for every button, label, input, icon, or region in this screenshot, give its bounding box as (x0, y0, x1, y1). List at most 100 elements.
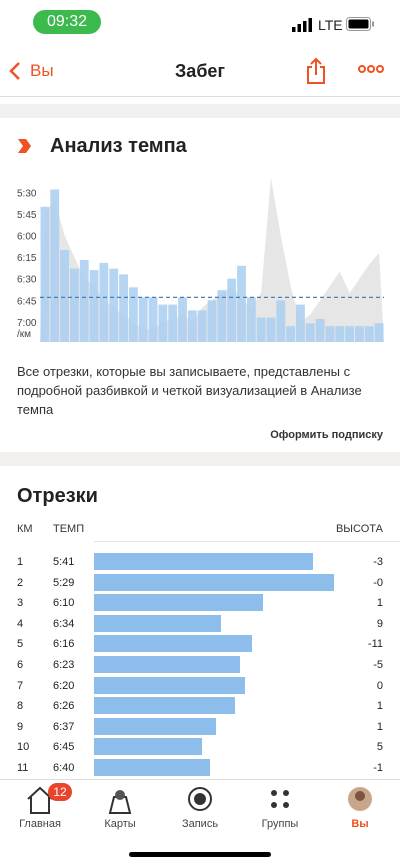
split-elevation: 9 (376, 617, 383, 630)
status-time: 09:32 (46, 13, 88, 30)
pace-bar (355, 326, 364, 342)
tab-home[interactable]: Главная (19, 818, 61, 830)
split-km: 7 (17, 679, 24, 692)
time-pill (33, 10, 101, 34)
split-bar (94, 697, 235, 715)
split-pace: 6:10 (53, 597, 75, 610)
pace-bar (345, 326, 355, 342)
more-button[interactable] (358, 64, 384, 74)
split-bar (94, 614, 221, 632)
pace-bar (187, 310, 197, 342)
back-button[interactable]: Вы (30, 61, 54, 80)
pace-bar (364, 326, 374, 342)
tab-you[interactable]: Вы (351, 818, 369, 830)
split-km: 3 (17, 597, 24, 610)
split-km: 1 (17, 556, 24, 568)
pace-bar (60, 249, 69, 342)
battery-icon (346, 17, 374, 31)
pace-bar (89, 270, 99, 342)
y-tick-label: 5:30 (17, 188, 37, 199)
pace-bar (286, 326, 296, 342)
pace-bar (266, 317, 276, 342)
column-header: ВЫСОТА (335, 523, 383, 535)
split-elevation: -5 (373, 659, 383, 671)
pace-bar (119, 274, 128, 342)
split-km: 10 (17, 741, 30, 754)
separator (0, 452, 400, 466)
split-elevation: 1 (376, 700, 383, 713)
split-bar (94, 717, 216, 735)
split-km: 9 (17, 720, 24, 733)
badge-count: 12 (53, 785, 67, 799)
pace-bar (276, 300, 286, 342)
pace-bar (69, 268, 79, 342)
header-rule (94, 541, 400, 542)
tab-record[interactable]: Запись (181, 818, 219, 830)
separator (0, 104, 400, 118)
pace-bar (296, 304, 305, 342)
nav-title: Забег (175, 61, 225, 81)
split-pace: 6:40 (53, 762, 75, 774)
split-bar (94, 594, 263, 612)
column-header: КМ (17, 523, 33, 535)
split-bar (94, 656, 240, 673)
split-pace: 6:16 (53, 638, 75, 651)
pace-bar (305, 323, 315, 342)
split-bar (94, 759, 211, 776)
status-network: LTE (318, 17, 343, 33)
y-tick-label: 6:15 (17, 253, 37, 264)
notification-badge (48, 783, 72, 801)
y-unit: /км (17, 329, 31, 340)
card-title: Анализ темпа (50, 135, 187, 157)
subscribe-link[interactable]: Оформить подписку (270, 429, 383, 441)
pace-bar (207, 300, 217, 342)
tab-maps[interactable]: Карты (104, 818, 136, 830)
split-bar (94, 573, 334, 591)
split-elevation: -11 (367, 638, 383, 651)
pace-bar (217, 290, 227, 342)
pace-bar (50, 189, 60, 342)
y-tick-label: 5:45 (17, 210, 37, 221)
tab-groups[interactable]: Группы (261, 818, 299, 830)
pace-bar (237, 265, 246, 342)
split-km: 2 (17, 576, 24, 589)
tab-icons (27, 786, 372, 814)
split-elevation: 1 (376, 597, 383, 610)
pace-bar (178, 297, 187, 342)
signal-icon (292, 18, 312, 32)
split-bar (94, 635, 253, 653)
pace-bar (148, 297, 158, 342)
separator (0, 96, 400, 97)
split-km: 8 (17, 700, 24, 713)
back-chevron[interactable] (8, 61, 22, 81)
pace-bar (79, 260, 89, 342)
pace-bar (128, 287, 138, 342)
share-button[interactable] (305, 57, 327, 85)
card-title: Отрезки (17, 485, 98, 507)
y-tick-label: 6:30 (17, 275, 37, 286)
pace-bar (138, 297, 148, 342)
split-km: 6 (17, 659, 24, 671)
split-elevation: 0 (376, 679, 383, 692)
pace-bar (256, 317, 266, 342)
split-pace: 6:20 (53, 679, 75, 692)
description: Все отрезки, которые вы записываете, пре… (17, 364, 362, 417)
split-pace: 6:23 (53, 659, 75, 671)
split-pace: 5:29 (53, 576, 75, 589)
split-elevation: -3 (373, 556, 383, 568)
pace-bar (246, 297, 256, 342)
split-elevation: 1 (376, 720, 383, 733)
split-bar (94, 553, 313, 570)
y-tick-label: 7:00 (17, 318, 37, 329)
split-pace: 6:26 (53, 700, 75, 713)
column-header: ТЕМП (53, 523, 85, 535)
pace-bar (335, 326, 345, 342)
pace-bar (99, 262, 109, 342)
premium-icon (18, 139, 31, 153)
pace-bar (227, 278, 237, 342)
split-pace: 6:37 (53, 720, 75, 733)
pace-bar (168, 304, 178, 342)
pace-bar (40, 206, 50, 342)
split-elevation: -0 (373, 576, 383, 589)
